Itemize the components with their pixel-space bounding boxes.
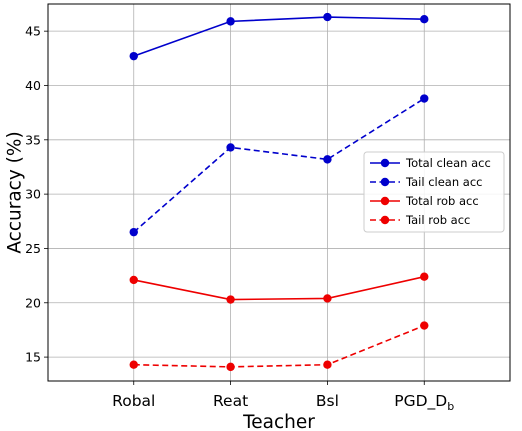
plot-frame [47, 3, 511, 382]
legend-label: Total rob acc [405, 194, 479, 208]
legend-label: Tail rob acc [405, 213, 470, 227]
data-point [420, 94, 429, 103]
data-point [323, 155, 332, 164]
y-tick-label: 45 [25, 24, 41, 39]
x-tick-label: Bsl [316, 392, 339, 410]
legend-marker [380, 196, 390, 206]
series-total-rob-acc [129, 272, 429, 304]
y-tick-label: 25 [25, 241, 41, 256]
data-point [226, 362, 235, 372]
y-tick-label: 35 [25, 132, 41, 147]
grid-layer [48, 4, 510, 381]
legend-marker [380, 158, 390, 168]
data-point [323, 12, 332, 22]
legend-marker [380, 177, 390, 187]
y-tick-label: 20 [25, 295, 41, 310]
data-point [323, 294, 332, 303]
y-axis-title: Accuracy (%) [5, 131, 26, 253]
series-line [133, 275, 425, 301]
data-point [129, 360, 138, 369]
x-tick-label: Robal [112, 392, 155, 410]
data-point [420, 321, 429, 330]
legend-label: Total clean acc [405, 156, 491, 170]
legend-box [363, 151, 505, 233]
series-line [133, 16, 425, 57]
x-axis-title: Teacher [242, 412, 315, 431]
series-layer [129, 12, 429, 372]
data-point [226, 295, 235, 304]
y-tick-label: 40 [25, 78, 41, 93]
series-total-clean-acc [129, 12, 429, 61]
data-point [420, 15, 429, 24]
data-point [129, 275, 138, 285]
y-tick-label: 15 [25, 350, 41, 365]
data-point [129, 227, 138, 237]
ticks-layer: Robal Reat Bsl PGD_Db 15 20 25 30 35 40 45 [25, 24, 454, 413]
x-tick-label: Reat [213, 392, 248, 410]
data-point [323, 360, 332, 369]
series-tail-clean-acc [129, 94, 429, 237]
legend-label: Tail clean acc [405, 175, 483, 189]
data-point [420, 272, 429, 281]
data-point [226, 17, 235, 26]
y-tick-label: 30 [25, 187, 41, 202]
data-point [129, 51, 138, 61]
x-tick-label: PGD_Db [394, 392, 454, 413]
series-tail-rob-acc [129, 321, 429, 372]
legend-marker [380, 215, 390, 225]
legend: Total clean acc Tail clean acc Total rob a… [363, 151, 505, 233]
series-line [133, 324, 425, 368]
data-point [226, 143, 235, 152]
